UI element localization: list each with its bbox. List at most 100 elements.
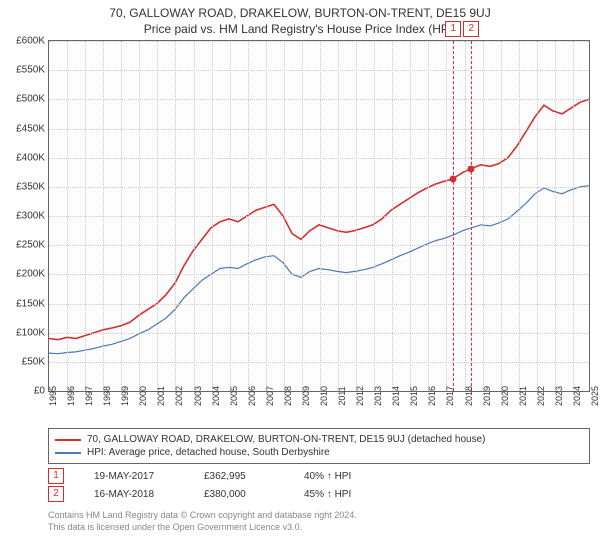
x-tick-label: 1996 — [66, 386, 76, 406]
sale-hpi: 40% ↑ HPI — [304, 471, 404, 482]
gridline-vertical — [103, 41, 104, 391]
gridline-vertical — [194, 41, 195, 391]
gridline-vertical — [465, 41, 466, 391]
legend-label: 70, GALLOWAY ROAD, DRAKELOW, BURTON-ON-T… — [87, 434, 485, 445]
x-tick-label: 2021 — [518, 386, 528, 406]
legend-swatch — [55, 452, 81, 454]
gridline-vertical — [230, 41, 231, 391]
gridline-horizontal — [49, 216, 589, 217]
x-tick-label: 2023 — [554, 386, 564, 406]
y-tick-label: £200K — [16, 269, 45, 280]
gridline-vertical — [284, 41, 285, 391]
x-tick-label: 2008 — [283, 386, 293, 406]
x-tick-label: 2011 — [337, 386, 347, 405]
sale-marker-box: 1 — [48, 468, 64, 484]
gridline-vertical — [121, 41, 122, 391]
x-axis-labels: 1995199619971998199920002001200220032004… — [48, 392, 590, 422]
x-tick-label: 2016 — [427, 386, 437, 406]
chart-subtitle: Price paid vs. HM Land Registry's House … — [0, 20, 600, 40]
sale-date: 16-MAY-2018 — [94, 489, 204, 500]
y-tick-label: £400K — [16, 152, 45, 163]
sale-dot — [468, 166, 475, 173]
y-tick-label: £0 — [34, 386, 45, 397]
x-tick-label: 1997 — [84, 386, 94, 406]
x-tick-label: 2003 — [193, 386, 203, 406]
gridline-vertical — [157, 41, 158, 391]
x-tick-label: 2024 — [572, 386, 582, 406]
x-tick-label: 2018 — [464, 386, 474, 406]
chart-title: 70, GALLOWAY ROAD, DRAKELOW, BURTON-ON-T… — [0, 0, 600, 20]
gridline-vertical — [410, 41, 411, 391]
x-tick-label: 2015 — [409, 386, 419, 406]
gridline-vertical — [302, 41, 303, 391]
x-tick-label: 2020 — [500, 386, 510, 406]
sale-marker-box: 2 — [48, 486, 64, 502]
gridline-horizontal — [49, 333, 589, 334]
y-tick-label: £350K — [16, 181, 45, 192]
gridline-vertical — [555, 41, 556, 391]
gridline-vertical — [483, 41, 484, 391]
x-tick-label: 1995 — [48, 386, 58, 406]
sale-marker-line — [471, 41, 472, 391]
gridline-vertical — [85, 41, 86, 391]
x-tick-label: 2014 — [391, 386, 401, 406]
gridline-vertical — [573, 41, 574, 391]
x-tick-label: 2022 — [536, 386, 546, 406]
x-tick-label: 2009 — [301, 386, 311, 406]
gridline-vertical — [501, 41, 502, 391]
legend-item: HPI: Average price, detached house, Sout… — [55, 446, 583, 459]
sale-dot — [450, 176, 457, 183]
x-tick-label: 2010 — [319, 386, 329, 406]
gridline-vertical — [392, 41, 393, 391]
y-tick-label: £250K — [16, 240, 45, 251]
footer-attribution: Contains HM Land Registry data © Crown c… — [48, 510, 590, 533]
footer-line: This data is licensed under the Open Gov… — [48, 522, 590, 534]
x-tick-label: 2005 — [229, 386, 239, 406]
gridline-horizontal — [49, 187, 589, 188]
gridline-horizontal — [49, 41, 589, 42]
x-tick-label: 2001 — [156, 386, 166, 406]
legend-swatch — [55, 439, 81, 441]
y-tick-label: £150K — [16, 298, 45, 309]
sale-hpi: 45% ↑ HPI — [304, 489, 404, 500]
x-tick-label: 2002 — [174, 386, 184, 406]
sale-row: 2 16-MAY-2018 £380,000 45% ↑ HPI — [48, 486, 590, 502]
legend-label: HPI: Average price, detached house, Sout… — [87, 447, 330, 458]
gridline-vertical — [67, 41, 68, 391]
gridline-vertical — [139, 41, 140, 391]
gridline-vertical — [356, 41, 357, 391]
y-tick-label: £550K — [16, 65, 45, 76]
y-tick-label: £100K — [16, 327, 45, 338]
gridline-horizontal — [49, 99, 589, 100]
gridline-vertical — [266, 41, 267, 391]
sale-row: 1 19-MAY-2017 £362,995 40% ↑ HPI — [48, 468, 590, 484]
gridline-vertical — [428, 41, 429, 391]
gridline-horizontal — [49, 304, 589, 305]
y-tick-label: £300K — [16, 211, 45, 222]
sale-marker-number: 2 — [463, 21, 479, 37]
footer-line: Contains HM Land Registry data © Crown c… — [48, 510, 590, 522]
x-tick-label: 2006 — [247, 386, 257, 406]
x-tick-label: 2019 — [482, 386, 492, 406]
gridline-horizontal — [49, 274, 589, 275]
y-tick-label: £450K — [16, 123, 45, 134]
gridline-vertical — [175, 41, 176, 391]
gridline-vertical — [537, 41, 538, 391]
x-tick-label: 2025 — [590, 386, 600, 406]
x-tick-label: 2004 — [211, 386, 221, 406]
gridline-horizontal — [49, 245, 589, 246]
sale-date: 19-MAY-2017 — [94, 471, 204, 482]
x-tick-label: 2017 — [445, 386, 455, 406]
gridline-vertical — [338, 41, 339, 391]
gridline-horizontal — [49, 70, 589, 71]
x-tick-label: 1998 — [102, 386, 112, 406]
sale-price: £380,000 — [204, 489, 304, 500]
gridline-vertical — [519, 41, 520, 391]
legend-item: 70, GALLOWAY ROAD, DRAKELOW, BURTON-ON-T… — [55, 433, 583, 446]
gridline-vertical — [446, 41, 447, 391]
sale-marker-number: 1 — [445, 21, 461, 37]
gridline-horizontal — [49, 129, 589, 130]
chart-container: 70, GALLOWAY ROAD, DRAKELOW, BURTON-ON-T… — [0, 0, 600, 560]
gridline-vertical — [248, 41, 249, 391]
gridline-horizontal — [49, 158, 589, 159]
